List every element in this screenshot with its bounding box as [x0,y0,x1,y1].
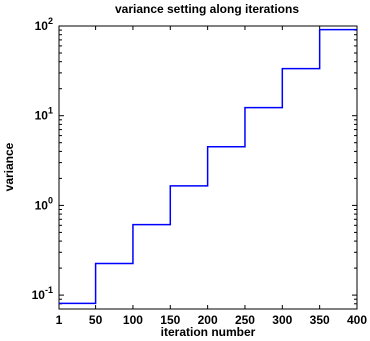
x-tick-label: 50 [89,313,103,327]
y-tick-base: 10 [35,109,49,123]
x-tick-labels: 1 50 100 150 200 250 300 350 400 [56,313,368,327]
x-tick-label: 300 [272,313,292,327]
x-tick-label: 1 [56,313,63,327]
y-tick-base: 10 [35,198,49,212]
y-tick-exponent: 2 [48,16,53,26]
axis-ticks [58,25,358,310]
x-tick-label: 150 [160,313,180,327]
y-tick-exponent: 1 [48,106,53,116]
x-tick-label: 200 [198,313,218,327]
y-tick-base: 10 [32,288,46,302]
x-tick-label: 400 [347,313,367,327]
y-tick-label: 101 [35,106,53,123]
chart-title: variance setting along iterations [115,2,299,16]
x-tick-label: 350 [310,313,330,327]
x-tick-label: 100 [123,313,143,327]
y-tick-label: 102 [35,16,53,33]
x-tick-label: 250 [235,313,255,327]
y-tick-exponent: 0 [48,195,53,205]
y-tick-label: 10-1 [32,285,53,302]
x-axis-label: iteration number [161,325,256,339]
y-axis-label: variance [2,142,16,191]
y-tick-label: 100 [35,195,53,212]
series-line [59,28,357,305]
y-tick-exponent: -1 [45,285,53,295]
y-tick-base: 10 [35,19,49,33]
